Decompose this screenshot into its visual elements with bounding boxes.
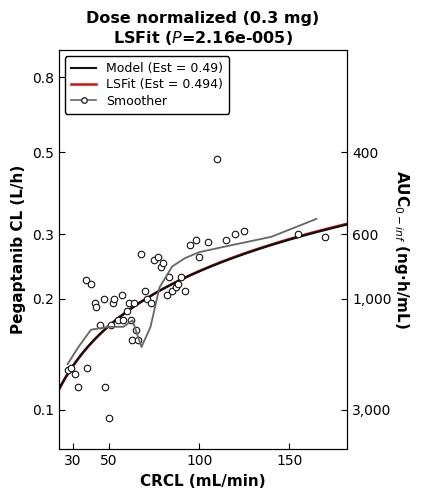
Point	[64, 366, 71, 374]
Point	[160, 260, 167, 268]
Point	[154, 253, 161, 261]
Point	[241, 228, 248, 235]
Point	[93, 303, 100, 311]
Point	[84, 364, 91, 372]
Point	[71, 370, 78, 378]
Point	[88, 280, 95, 287]
Point	[178, 272, 184, 280]
Point	[115, 316, 122, 324]
Point	[192, 236, 199, 244]
Point	[97, 321, 103, 329]
Point	[108, 321, 114, 329]
Point	[109, 299, 116, 307]
Point	[196, 253, 203, 261]
Point	[147, 299, 154, 307]
Point	[129, 336, 136, 344]
Y-axis label: Pegaptanib CL (L/h): Pegaptanib CL (L/h)	[11, 165, 26, 334]
Point	[100, 295, 107, 303]
Point	[205, 238, 211, 246]
X-axis label: CRCL (mL/min): CRCL (mL/min)	[140, 474, 265, 489]
Point	[124, 308, 130, 316]
Point	[106, 414, 112, 422]
Point	[163, 291, 170, 299]
Point	[82, 276, 89, 284]
Point	[322, 233, 329, 241]
Point	[143, 295, 150, 303]
Point	[120, 316, 127, 324]
Point	[127, 316, 134, 324]
Legend: Model (Est = 0.49), LSFit (Est = 0.494), Smoother: Model (Est = 0.49), LSFit (Est = 0.494),…	[65, 56, 229, 114]
Point	[187, 241, 194, 249]
Point	[165, 272, 172, 280]
Point	[102, 384, 109, 392]
Point	[111, 295, 118, 303]
Point	[169, 287, 176, 295]
Point	[232, 230, 239, 238]
Point	[91, 299, 98, 307]
Point	[125, 299, 132, 307]
Point	[295, 230, 302, 238]
Point	[214, 155, 221, 163]
Point	[75, 384, 82, 392]
Y-axis label: AUC$_{0-inf}$ (ng·h/mL): AUC$_{0-inf}$ (ng·h/mL)	[392, 170, 411, 329]
Point	[181, 287, 188, 295]
Point	[118, 291, 125, 299]
Point	[151, 256, 157, 264]
Point	[133, 326, 139, 334]
Point	[131, 299, 138, 307]
Title: Dose normalized (0.3 mg)
LSFit ($\mathit{P}$=2.16e-005): Dose normalized (0.3 mg) LSFit ($\mathit…	[86, 11, 319, 47]
Point	[174, 280, 181, 287]
Point	[158, 262, 165, 270]
Point	[142, 287, 149, 295]
Point	[135, 336, 141, 344]
Point	[138, 250, 145, 258]
Point	[223, 236, 230, 244]
Point	[172, 284, 179, 292]
Point	[68, 364, 75, 372]
